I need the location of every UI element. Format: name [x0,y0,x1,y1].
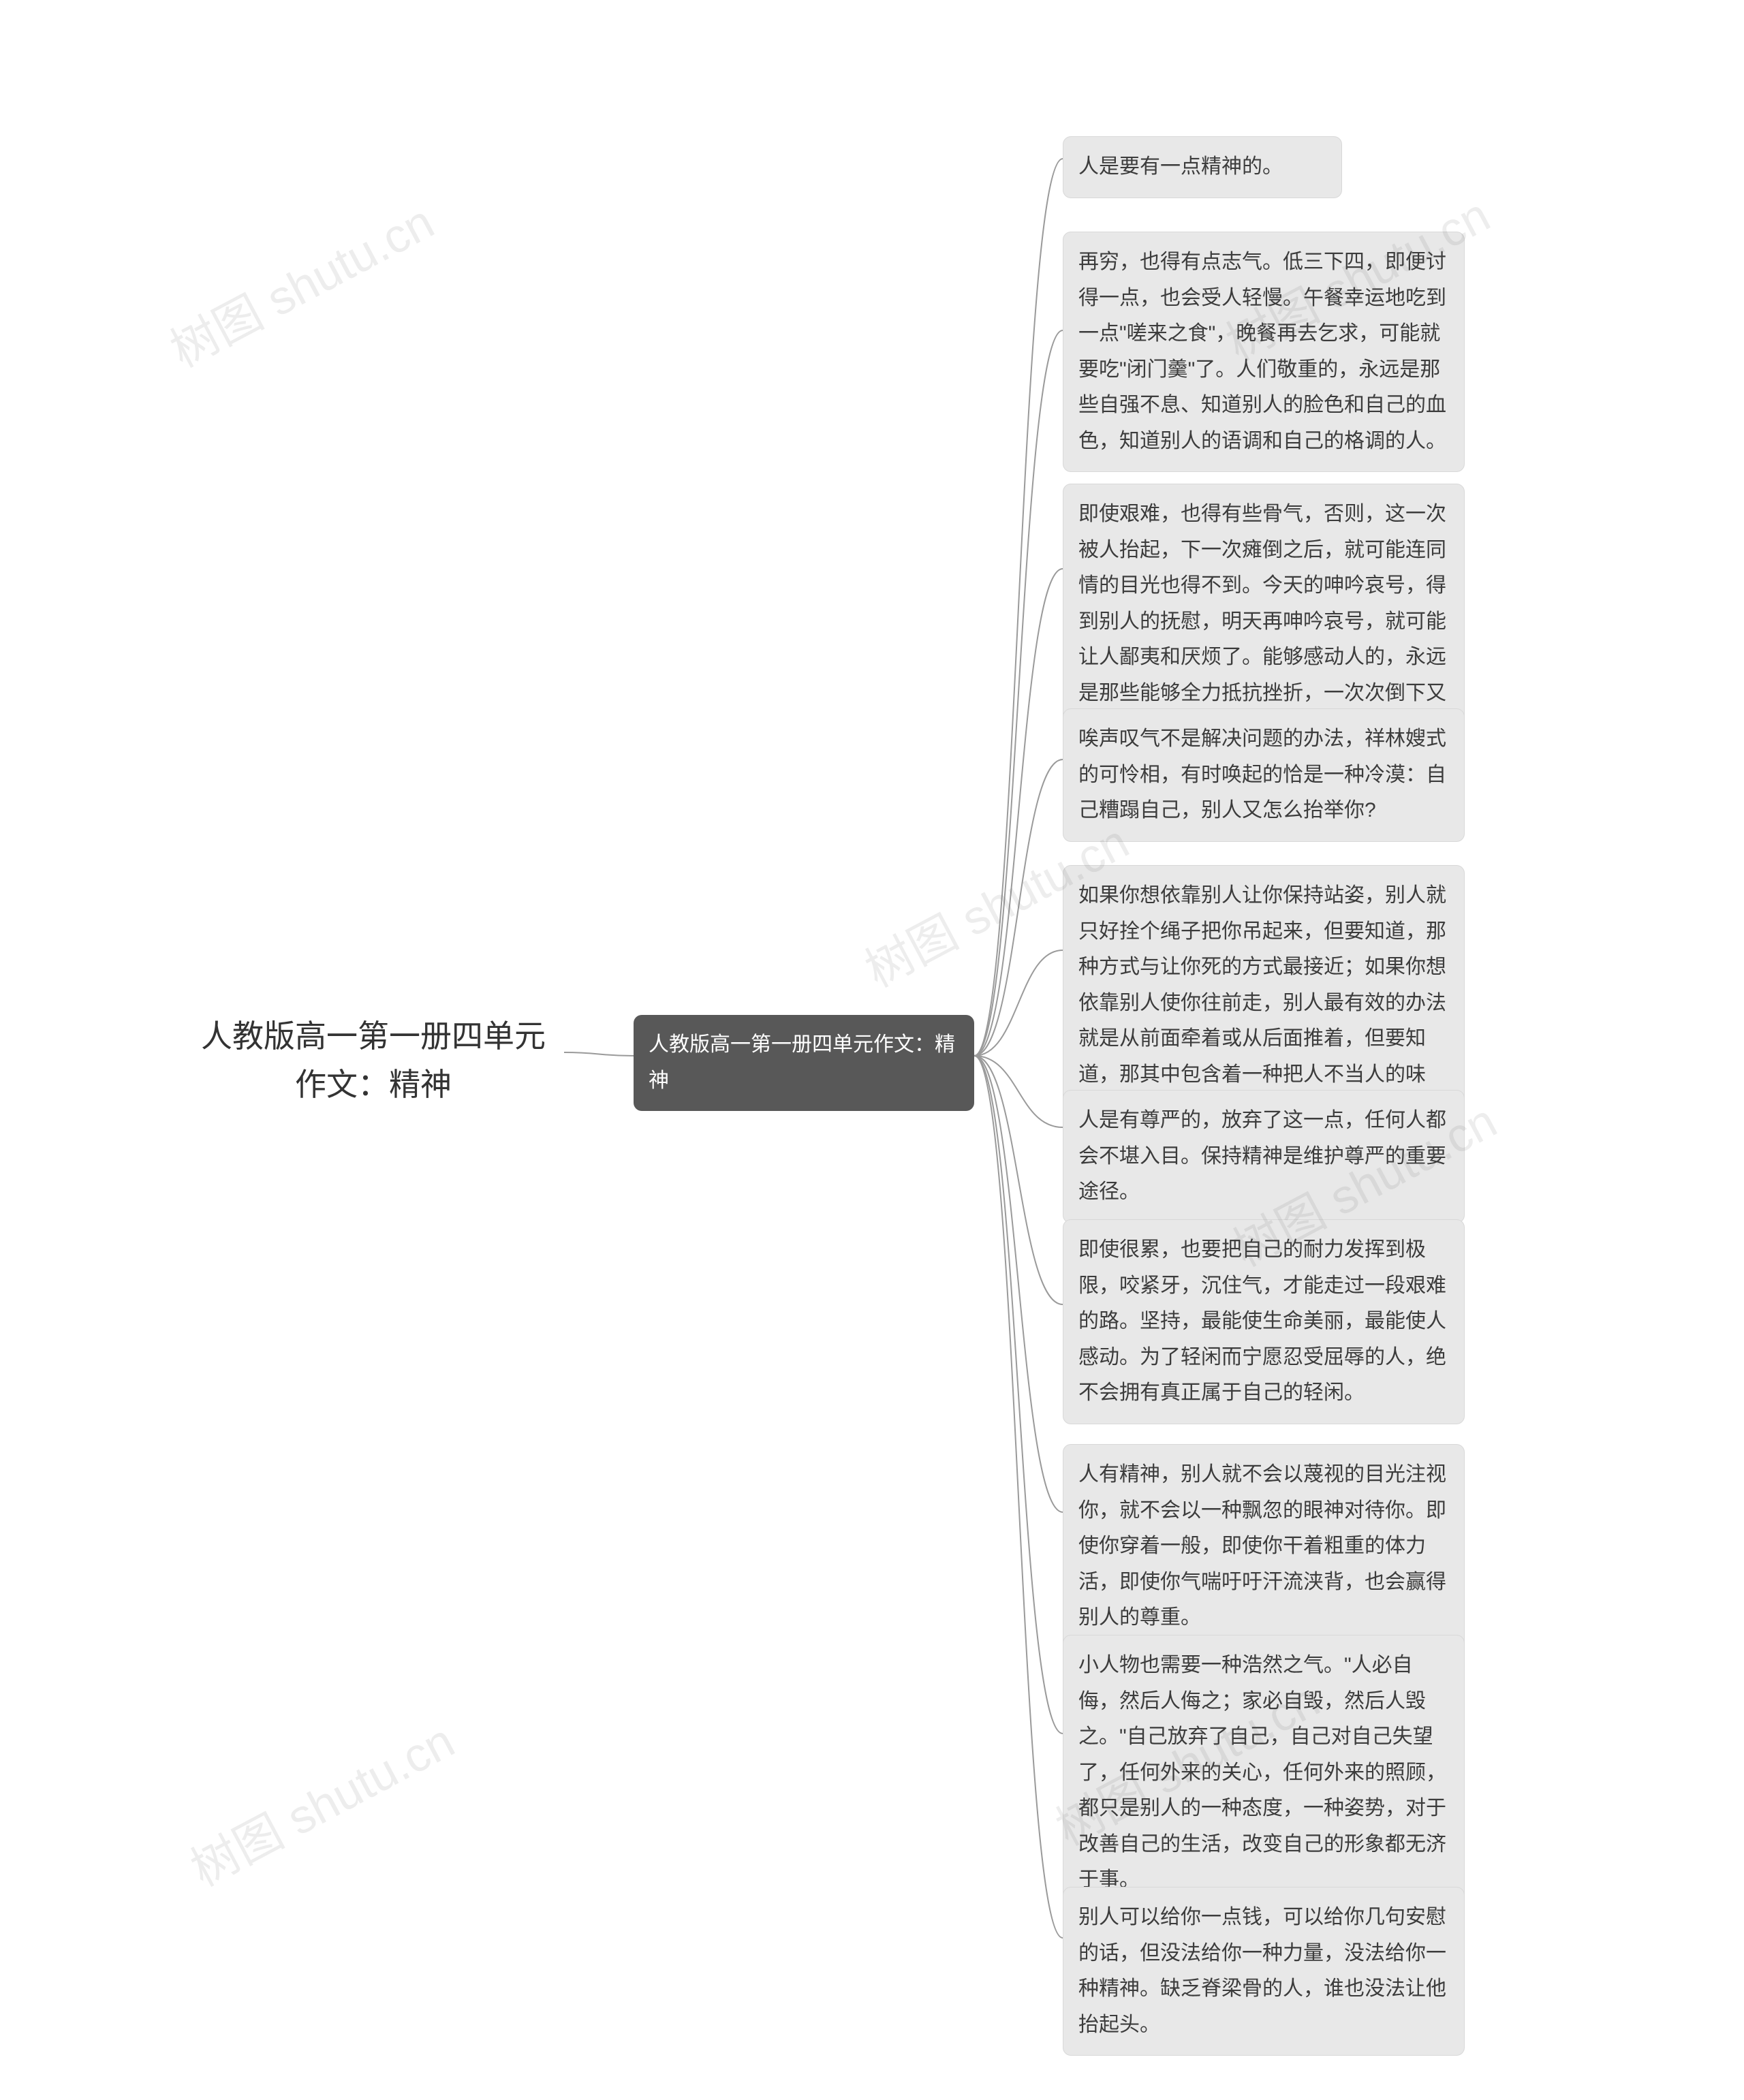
leaf-text: 别人可以给你一点钱，可以给你几句安慰的话，但没法给你一种力量，没法给你一种精神。… [1078,1906,1446,2036]
connector-line [564,1052,634,1056]
leaf-node[interactable]: 再穷，也得有点志气。低三下四，即便讨得一点，也会受人轻慢。午餐幸运地吃到一点"嗟… [1063,232,1465,472]
leaf-text: 人有精神，别人就不会以蔑视的目光注视你，就不会以一种飘忽的眼神对待你。即使你穿着… [1078,1463,1446,1629]
leaf-node[interactable]: 即使很累，也要把自己的耐力发挥到极限，咬紧牙，沉住气，才能走过一段艰难的路。坚持… [1063,1219,1465,1424]
root-text-line1: 人教版高一第一册四单元 [201,1018,546,1054]
leaf-text: 人是有尊严的，放弃了这一点，任何人都会不堪入目。保持精神是维护尊严的重要途径。 [1078,1109,1446,1203]
leaf-text: 即使艰难，也得有些骨气，否则，这一次被人抬起，下一次瘫倒之后，就可能连同情的目光… [1078,503,1446,740]
connector-line [974,759,1063,1056]
leaf-text: 人是要有一点精神的。 [1078,155,1283,178]
connector-line [974,569,1063,1056]
connector-line [974,330,1063,1056]
connector-line [974,1056,1063,1734]
connector-line [974,1056,1063,1127]
leaf-node[interactable]: 唉声叹气不是解决问题的办法，祥林嫂式的可怜相，有时唤起的恰是一种冷漠：自己糟蹋自… [1063,708,1465,842]
connector-line [974,1056,1063,1938]
leaf-text: 唉声叹气不是解决问题的办法，祥林嫂式的可怜相，有时唤起的恰是一种冷漠：自己糟蹋自… [1078,727,1446,821]
leaf-text: 小人物也需要一种浩然之气。"人必自侮，然后人侮之；家必自毁，然后人毁之。"自己放… [1078,1654,1446,1891]
leaf-node[interactable]: 小人物也需要一种浩然之气。"人必自侮，然后人侮之；家必自毁，然后人毁之。"自己放… [1063,1635,1465,1911]
leaf-node[interactable]: 人是要有一点精神的。 [1063,136,1342,198]
root-node[interactable]: 人教版高一第一册四单元 作文：精神 [183,1000,564,1122]
leaf-node[interactable]: 别人可以给你一点钱，可以给你几句安慰的话，但没法给你一种力量，没法给你一种精神。… [1063,1887,1465,2056]
leaf-text: 再穷，也得有点志气。低三下四，即便讨得一点，也会受人轻慢。午餐幸运地吃到一点"嗟… [1078,251,1446,452]
mindmap-canvas: 人教版高一第一册四单元 作文：精神 人教版高一第一册四单元作文：精 神 人是要有… [0,0,1744,2100]
connector-line [974,950,1063,1056]
branch-text-line1: 人教版高一第一册四单元作文：精 [649,1033,955,1056]
connector-line [974,1056,1063,1512]
connector-line [974,159,1063,1056]
watermark: 树图 shutu.cn [177,1704,465,1900]
root-text-line2: 作文：精神 [295,1067,452,1102]
watermark: 树图 shutu.cn [157,185,444,381]
connector-line [974,1056,1063,1304]
leaf-text: 如果你想依靠别人让你保持站姿，别人就只好拴个绳子把你吊起来，但要知道，那种方式与… [1078,884,1446,1121]
branch-text-line2: 神 [649,1069,669,1092]
leaf-text: 即使很累，也要把自己的耐力发挥到极限，咬紧牙，沉住气，才能走过一段艰难的路。坚持… [1078,1238,1446,1404]
branch-node[interactable]: 人教版高一第一册四单元作文：精 神 [634,1015,974,1111]
leaf-node[interactable]: 人有精神，别人就不会以蔑视的目光注视你，就不会以一种飘忽的眼神对待你。即使你穿着… [1063,1444,1465,1649]
leaf-node[interactable]: 人是有尊严的，放弃了这一点，任何人都会不堪入目。保持精神是维护尊严的重要途径。 [1063,1090,1465,1223]
